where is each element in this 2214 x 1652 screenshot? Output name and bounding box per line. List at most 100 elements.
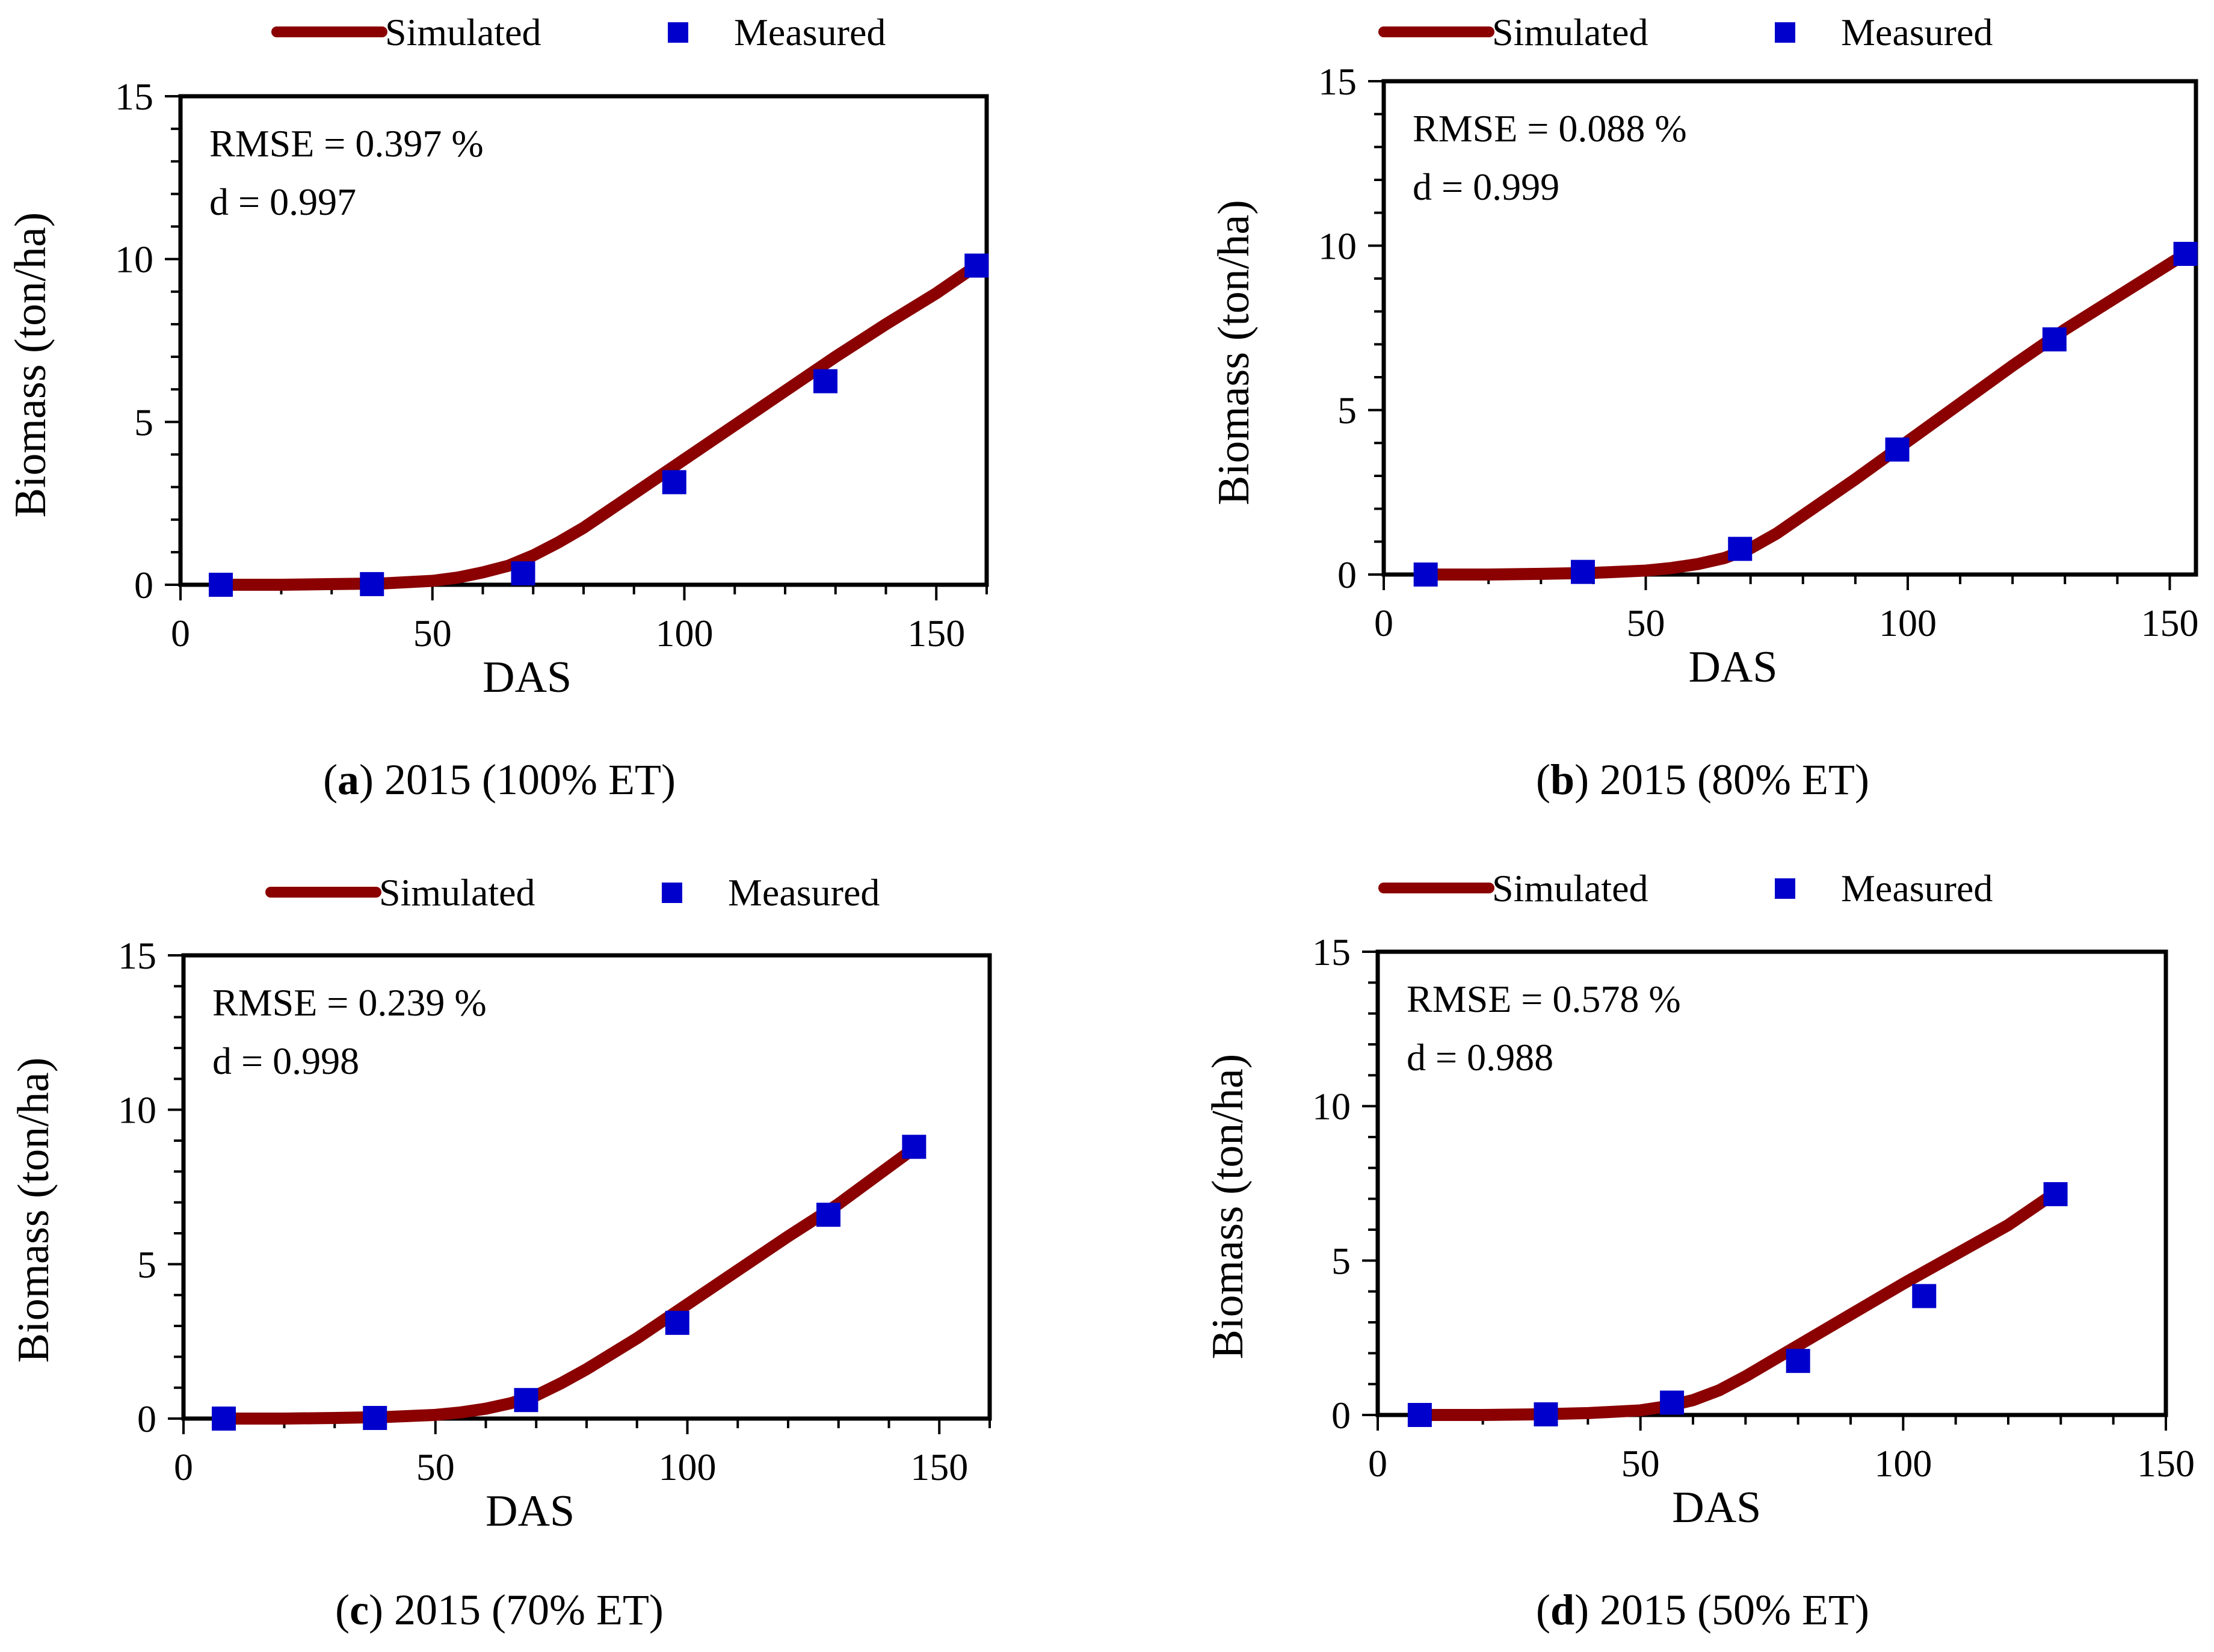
measured-point xyxy=(1786,1349,1810,1373)
y-tick-label: 15 xyxy=(118,934,156,977)
legend-simulated-label: Simulated xyxy=(385,11,541,54)
measured-point xyxy=(662,470,686,495)
x-tick-label: 150 xyxy=(907,612,965,655)
measured-point xyxy=(1570,559,1595,584)
panel-caption: (c) 2015 (70% ET) xyxy=(335,1586,664,1634)
measured-point xyxy=(514,1388,538,1413)
rmse-annotation: RMSE = 0.239 % xyxy=(212,981,487,1024)
y-tick-label: 5 xyxy=(137,1243,156,1286)
measured-point xyxy=(813,369,837,393)
legend: Simulated Measured xyxy=(271,11,886,54)
x-tick-label: 100 xyxy=(659,1446,717,1488)
y-tick-label: 5 xyxy=(1331,1239,1351,1282)
caption-letter: d xyxy=(1550,1586,1574,1634)
measured-point xyxy=(1413,562,1438,587)
legend-measured-swatch xyxy=(662,883,682,903)
legend-simulated-label: Simulated xyxy=(1492,867,1648,910)
x-tick-label: 0 xyxy=(171,612,190,655)
measured-point xyxy=(902,1135,927,1159)
measured-point xyxy=(1912,1284,1937,1308)
y-tick-label: 15 xyxy=(1312,931,1351,973)
d-annotation: d = 0.997 xyxy=(209,180,356,223)
y-axis-title: Biomass (ton/ha) xyxy=(9,1058,58,1363)
measured-point xyxy=(1728,537,1753,561)
caption-letter: a xyxy=(338,756,359,804)
caption-letter: b xyxy=(1550,756,1574,804)
y-axis-title: Biomass (ton/ha) xyxy=(6,212,55,518)
legend-simulated-label: Simulated xyxy=(379,871,535,914)
y-tick-label: 10 xyxy=(115,238,153,281)
x-tick-label: 50 xyxy=(1626,602,1665,644)
rmse-annotation: RMSE = 0.088 % xyxy=(1413,107,1687,150)
rmse-annotation: RMSE = 0.578 % xyxy=(1407,978,1681,1020)
measured-point xyxy=(2173,242,2198,266)
legend-measured-label: Measured xyxy=(728,871,880,914)
x-axis-title: DAS xyxy=(486,1487,575,1536)
measured-point xyxy=(1885,437,1910,462)
legend-measured-label: Measured xyxy=(1841,867,1993,910)
legend-measured-label: Measured xyxy=(734,11,886,54)
plot-frame xyxy=(1381,79,2198,577)
legend: Simulated Measured xyxy=(1378,11,1993,54)
measured-point xyxy=(209,573,233,597)
measured-point xyxy=(2043,1182,2068,1206)
simulated-series-line xyxy=(215,259,983,591)
y-tick-label: 10 xyxy=(1312,1085,1351,1128)
d-annotation: d = 0.999 xyxy=(1413,165,1559,208)
measured-point xyxy=(511,561,535,586)
legend-measured-swatch xyxy=(668,22,688,43)
y-tick-label: 5 xyxy=(134,401,153,443)
y-tick-label: 0 xyxy=(134,564,153,606)
legend-measured-swatch xyxy=(1775,878,1795,899)
chart-panel-a: 0 50 100 150 0 5 10 15 DAS Biomass (ton/ha) RMSE =… xyxy=(6,11,989,804)
x-tick-label: 100 xyxy=(1879,602,1937,644)
x-tick-label: 50 xyxy=(416,1446,455,1488)
y-tick-label: 0 xyxy=(137,1398,156,1440)
simulated-series-line xyxy=(218,1142,920,1425)
legend-measured-swatch xyxy=(1775,22,1795,43)
y-axis-title: Biomass (ton/ha) xyxy=(1209,200,1259,505)
simulated-series-line xyxy=(1413,1186,2062,1421)
x-axis-title: DAS xyxy=(1672,1483,1761,1532)
chart-panel-d: 0 50 100 150 0 5 10 15 DAS Biomass (ton/ha) RMSE =… xyxy=(1203,867,2195,1634)
y-tick-label: 5 xyxy=(1337,389,1357,432)
legend: Simulated Measured xyxy=(265,871,880,914)
x-axis-title: DAS xyxy=(483,653,572,702)
legend: Simulated Measured xyxy=(1378,867,1993,910)
y-tick-label: 15 xyxy=(1318,60,1357,103)
panel-caption: (a) 2015 (100% ET) xyxy=(323,756,676,804)
x-tick-label: 0 xyxy=(1374,602,1393,644)
x-tick-label: 100 xyxy=(1874,1442,1932,1485)
x-tick-label: 150 xyxy=(2141,602,2198,644)
plot-frame xyxy=(1375,949,2168,1417)
measured-point xyxy=(360,572,384,596)
chart-panel-c: 0 50 100 150 0 5 10 15 DAS Biomass (ton/ha) RMSE =… xyxy=(9,871,992,1634)
x-tick-label: 50 xyxy=(1621,1442,1660,1485)
measured-point xyxy=(212,1407,236,1431)
d-annotation: d = 0.998 xyxy=(212,1040,359,1082)
x-tick-label: 50 xyxy=(413,612,452,655)
x-tick-label: 0 xyxy=(1368,1442,1387,1485)
x-axis-title: DAS xyxy=(1688,643,1777,692)
simulated-series-line xyxy=(1419,248,2192,581)
y-axis-title: Biomass (ton/ha) xyxy=(1203,1054,1253,1360)
x-tick-label: 100 xyxy=(656,612,714,655)
y-tick-label: 10 xyxy=(118,1089,156,1132)
measured-point xyxy=(363,1405,387,1430)
x-tick-label: 150 xyxy=(2137,1442,2195,1485)
caption-letter: c xyxy=(350,1586,369,1634)
measured-point xyxy=(816,1203,840,1227)
measured-point xyxy=(1534,1402,1558,1426)
panel-caption: (b) 2015 (80% ET) xyxy=(1536,756,1869,804)
chart-panel-b: 0 50 100 150 0 5 10 15 DAS Biomass (ton/ha) RMSE =… xyxy=(1209,11,2198,804)
x-tick-label: 150 xyxy=(910,1446,968,1488)
measured-point xyxy=(2042,327,2067,352)
legend-simulated-label: Simulated xyxy=(1492,11,1648,54)
rmse-annotation: RMSE = 0.397 % xyxy=(209,122,484,165)
measured-point xyxy=(1407,1403,1432,1427)
d-annotation: d = 0.988 xyxy=(1407,1036,1553,1079)
y-tick-label: 0 xyxy=(1337,553,1357,596)
measured-point xyxy=(964,253,989,278)
y-tick-label: 15 xyxy=(115,75,153,118)
